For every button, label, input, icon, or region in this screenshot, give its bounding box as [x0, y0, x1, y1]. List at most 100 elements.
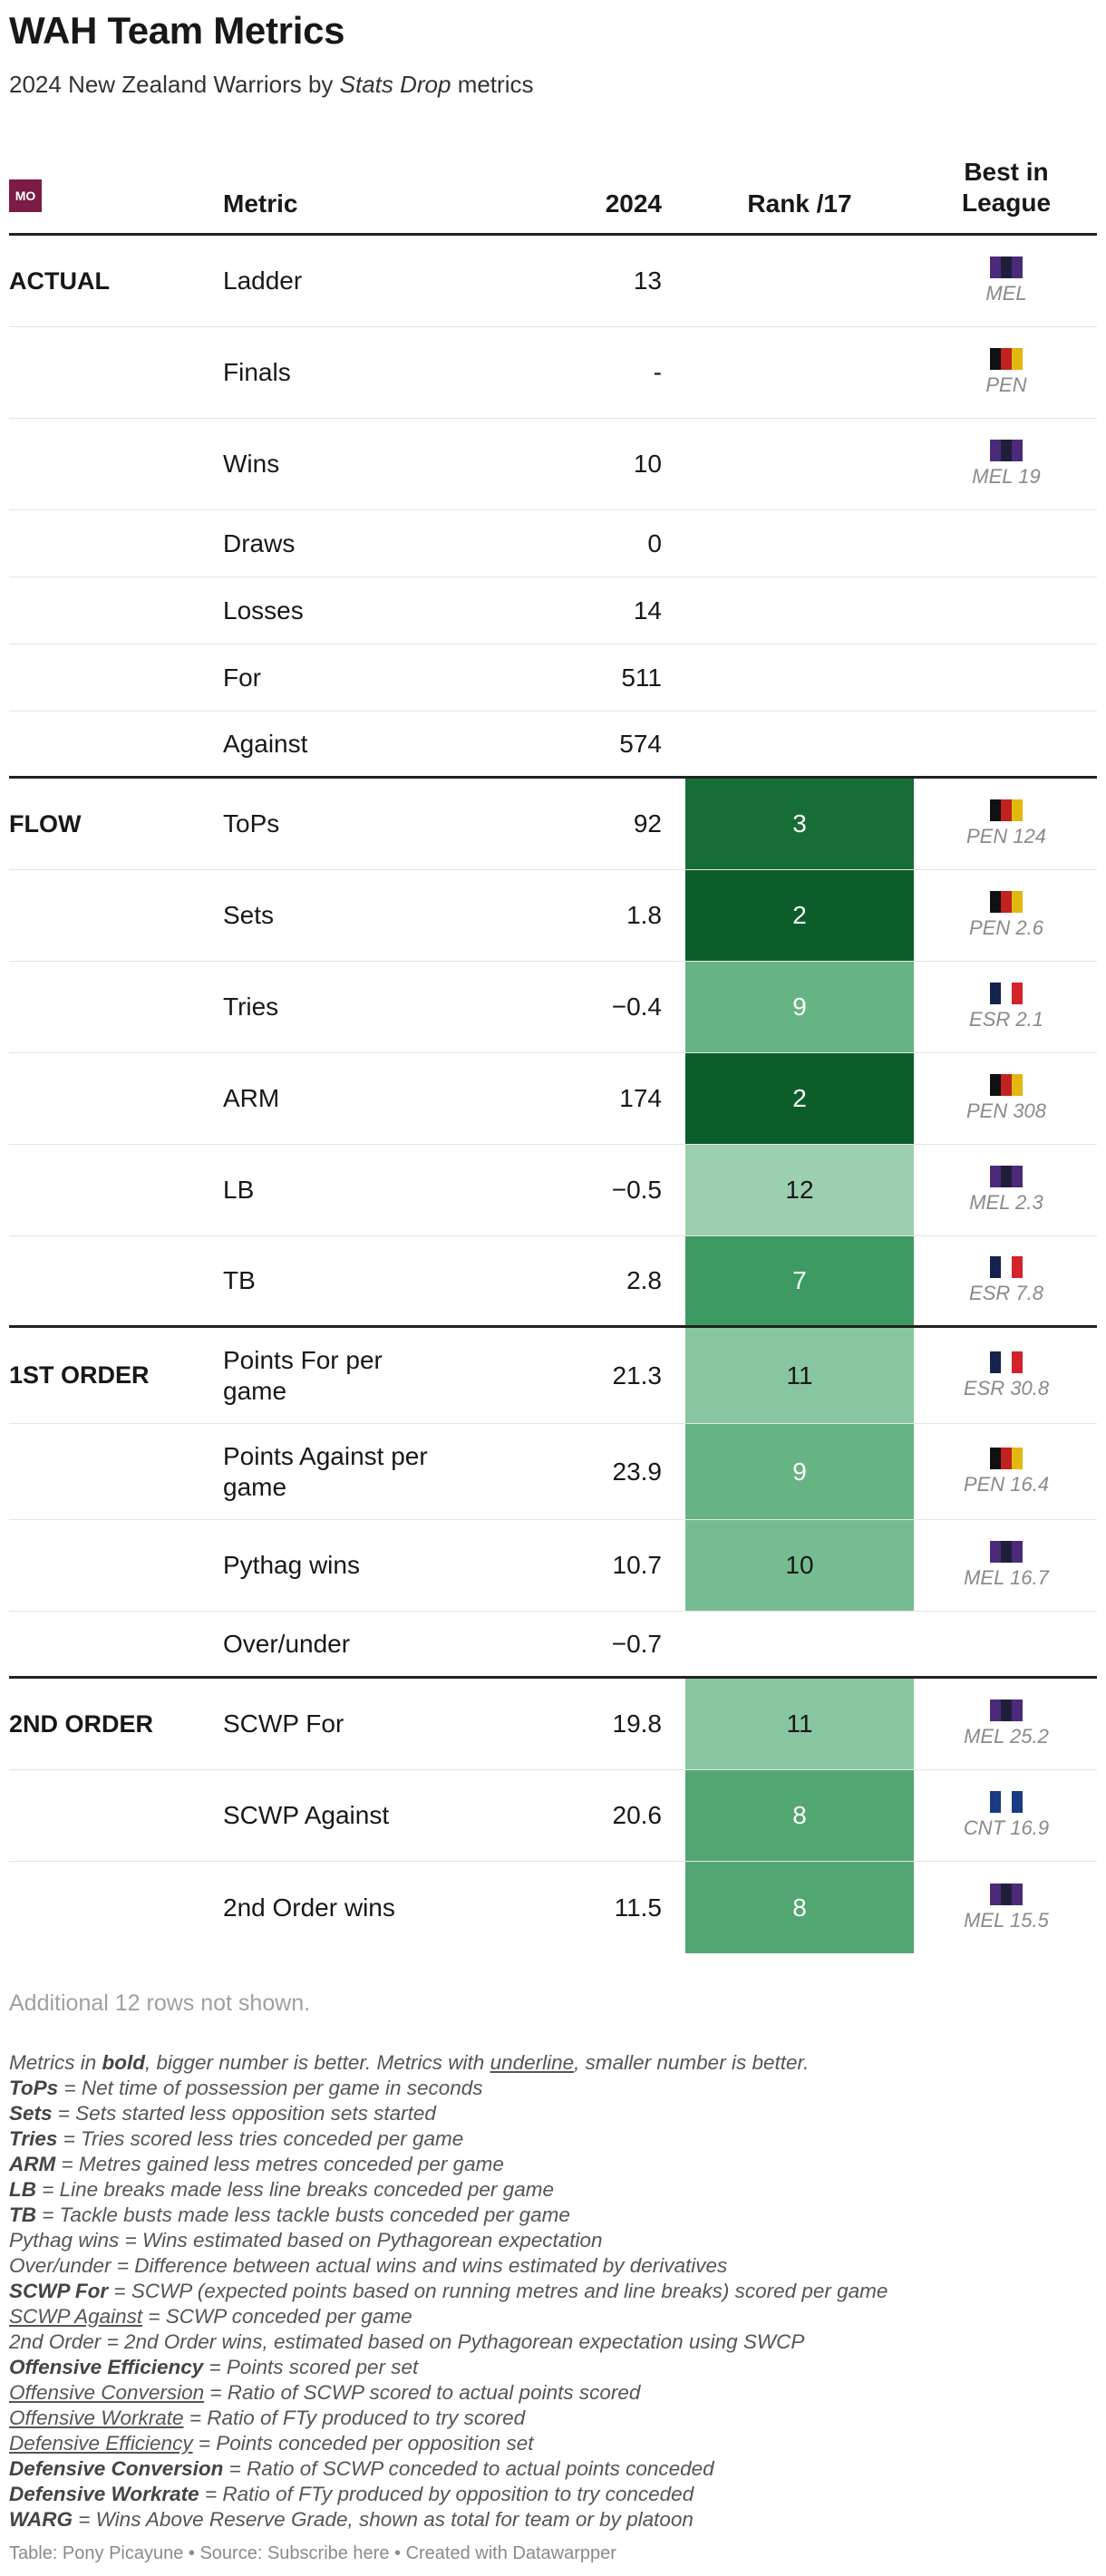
best-in-league: ESR 7.8	[916, 1236, 1097, 1325]
note-definition: = Ratio of SCWP conceded to actual point…	[223, 2457, 714, 2480]
team-flag-icon	[990, 1074, 1023, 1096]
column-header-rank[interactable]: Rank /17	[747, 189, 852, 218]
note-term: SCWP Against	[9, 2305, 143, 2328]
group-label	[9, 1520, 218, 1611]
table-row: LB −0.5 12 MEL 2.3	[9, 1145, 1097, 1236]
note-term: Tries	[9, 2127, 58, 2150]
additional-rows-note: Additional 12 rows not shown.	[9, 1990, 311, 2016]
group-label	[9, 1424, 218, 1519]
metric-name: Losses	[223, 596, 304, 625]
note-term: WARG	[9, 2508, 73, 2531]
metric-name: Pythag wins	[223, 1551, 360, 1579]
metric-value: 23.9	[612, 1457, 663, 1486]
best-in-league: CNT 16.9	[916, 1770, 1097, 1861]
best-in-league: ESR 30.8	[916, 1328, 1097, 1423]
note-definition: = SCWP conceded per game	[142, 2305, 412, 2328]
note-definition: = Sets started less opposition sets star…	[52, 2102, 436, 2125]
table-row: Pythag wins 10.7 10 MEL 16.7	[9, 1520, 1097, 1612]
column-header-value[interactable]: 2024	[605, 189, 662, 218]
metric-name: For	[223, 663, 261, 692]
note-definition: = Net time of possession per game in sec…	[58, 2077, 483, 2099]
note-term: Defensive Conversion	[9, 2457, 224, 2480]
note-term: TB	[9, 2203, 36, 2226]
team-flag-icon	[990, 1447, 1023, 1469]
metric-name: Draws	[223, 528, 296, 557]
metric-name: Over/under	[223, 1629, 351, 1658]
column-header-metric[interactable]: Metric	[223, 189, 298, 218]
note-item: Offensive Conversion = Ratio of SCWP sco…	[9, 2380, 1097, 2406]
team-flag-icon	[990, 440, 1023, 461]
subtitle-suffix: metrics	[451, 71, 534, 98]
group-label	[9, 327, 218, 418]
group-label	[9, 870, 218, 961]
notes-intro-bold: bold	[102, 2051, 145, 2074]
metric-value: 2.8	[626, 1266, 662, 1294]
best-team-label: PEN 2.6	[969, 916, 1043, 939]
best-team-label: MEL 25.2	[964, 1725, 1049, 1748]
subtitle-source: Stats Drop	[339, 71, 451, 98]
notes-list: ToPs = Net time of possession per game i…	[9, 2076, 1097, 2532]
note-item: Tries = Tries scored less tries conceded…	[9, 2126, 1097, 2152]
table-body: ACTUAL Ladder 13 MEL Finals - PEN Wins 10 MEL 19 D…	[9, 236, 1097, 1953]
metric-name: Finals	[223, 358, 291, 386]
team-flag-icon	[990, 1256, 1023, 1278]
subtitle-prefix: 2024 New Zealand Warriors by	[9, 71, 340, 98]
rank-cell: 8	[685, 1862, 914, 1953]
metric-value: −0.4	[611, 993, 662, 1021]
note-item: Offensive Efficiency = Points scored per…	[9, 2355, 1097, 2380]
table-row: Over/under −0.7	[9, 1612, 1097, 1679]
note-term: SCWP For	[9, 2280, 109, 2302]
table-row: Against 574	[9, 712, 1097, 779]
table-row: Sets 1.8 2 PEN 2.6	[9, 870, 1097, 962]
rank-cell: 8	[685, 1770, 914, 1861]
metrics-table: MO Metric 2024 Rank /17 Best in League AC…	[9, 136, 1097, 1953]
table-row: 2ND ORDER SCWP For 19.8 11 MEL 25.2	[9, 1679, 1097, 1770]
column-header-best-line1: Best in	[964, 158, 1049, 186]
metric-value: 13	[633, 266, 662, 295]
team-flag-icon	[990, 1351, 1023, 1373]
note-definition: = Wins estimated based on Pythagorean ex…	[119, 2229, 603, 2252]
table-row: ARM 174 2 PEN 308	[9, 1053, 1097, 1145]
table-row: Draws 0	[9, 510, 1097, 577]
notes-intro-a: Metrics in	[9, 2051, 102, 2074]
column-header-best[interactable]: Best in League	[916, 157, 1097, 218]
team-flag-icon	[990, 1700, 1023, 1721]
group-label	[9, 510, 218, 576]
note-definition: = Ratio of FTy produced by opposition to…	[199, 2483, 694, 2505]
group-label: 2ND ORDER	[9, 1709, 154, 1738]
metric-value: 19.8	[612, 1709, 663, 1738]
note-term: Offensive Workrate	[9, 2407, 184, 2429]
group-label: FLOW	[9, 809, 82, 838]
metric-value: 1.8	[626, 901, 662, 929]
rank-cell: 3	[685, 779, 914, 869]
rank-cell: 10	[685, 1520, 914, 1611]
team-flag-icon	[990, 257, 1023, 278]
metric-value: 21.3	[612, 1361, 663, 1390]
group-label	[9, 1862, 218, 1953]
rank-cell: 12	[685, 1145, 914, 1235]
mo-logo: MO	[9, 179, 42, 212]
metric-value: 0	[647, 528, 662, 557]
table-header: MO Metric 2024 Rank /17 Best in League	[9, 136, 1097, 236]
note-item: WARG = Wins Above Reserve Grade, shown a…	[9, 2507, 1097, 2532]
group-label	[9, 1145, 218, 1235]
note-definition: = SCWP (expected points based on running…	[108, 2280, 888, 2302]
footer-credit: Table: Pony Picayune • Source: Subscribe…	[9, 2543, 616, 2563]
note-definition: = Wins Above Reserve Grade, shown as tot…	[73, 2508, 694, 2531]
note-term: Over/under	[9, 2254, 112, 2277]
best-in-league: MEL 19	[916, 419, 1097, 509]
metric-name: ToPs	[223, 809, 280, 838]
table-row: ACTUAL Ladder 13 MEL	[9, 236, 1097, 327]
note-item: Defensive Workrate = Ratio of FTy produc…	[9, 2482, 1097, 2507]
note-item: Offensive Workrate = Ratio of FTy produc…	[9, 2406, 1097, 2431]
team-flag-icon	[990, 983, 1023, 1004]
group-label	[9, 1053, 218, 1144]
note-definition: = Metres gained less metres conceded per…	[55, 2153, 504, 2175]
note-item: SCWP Against = SCWP conceded per game	[9, 2304, 1097, 2329]
best-in-league: PEN 308	[916, 1053, 1097, 1144]
note-item: Defensive Efficiency = Points conceded p…	[9, 2431, 1097, 2456]
best-in-league: PEN 124	[916, 779, 1097, 869]
chart-title: WAH Team Metrics	[9, 9, 345, 52]
metric-name: Against	[223, 729, 308, 758]
best-in-league: MEL 2.3	[916, 1145, 1097, 1235]
